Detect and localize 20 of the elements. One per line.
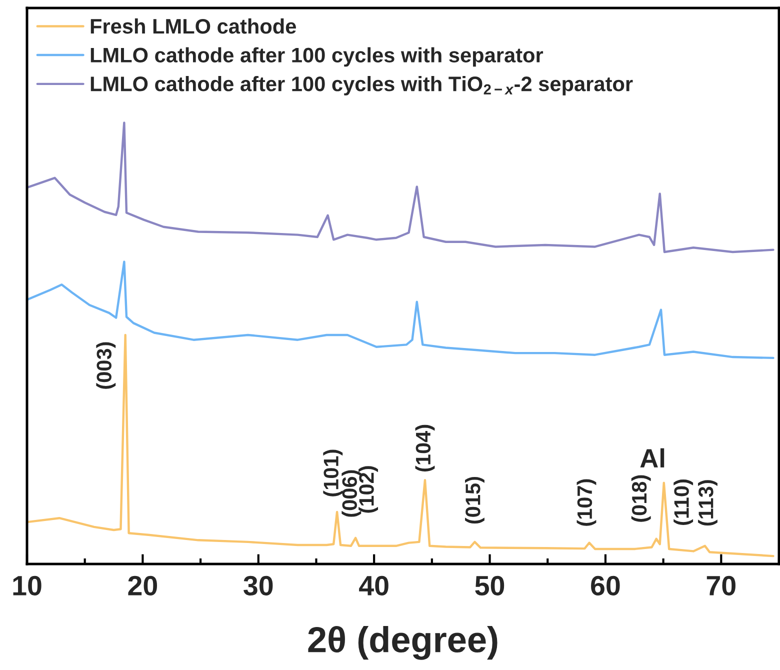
annotation: (110): [674, 480, 694, 525]
legend-label: LMLO cathode after 100 cycles with TiO$_{2−x}$-2 separator: [90, 76, 633, 96]
x-tick-label: 60: [591, 576, 620, 596]
legend-label: LMLO cathode after 100 cycles with separator: [90, 47, 544, 67]
annotation: Al: [640, 448, 664, 468]
annotation: (018): [631, 475, 651, 522]
x-tick-label: 70: [706, 576, 736, 596]
annotation: (015): [465, 476, 484, 524]
x-tick-label: 30: [244, 576, 273, 596]
legend-label: Fresh LMLO cathode: [90, 18, 296, 34]
x-axis-title: 2θ (degree): [308, 626, 498, 660]
annotation: (113): [698, 480, 718, 526]
x-tick-label: 20: [128, 576, 158, 596]
annotation: (003): [96, 342, 116, 389]
x-tick-label: 40: [359, 576, 388, 596]
x-tick-label: 10: [13, 576, 42, 596]
annotation: (107): [576, 479, 596, 526]
annotation: (104): [415, 424, 435, 472]
annotation: (101): [323, 450, 343, 496]
x-tick-label: 50: [475, 576, 504, 596]
